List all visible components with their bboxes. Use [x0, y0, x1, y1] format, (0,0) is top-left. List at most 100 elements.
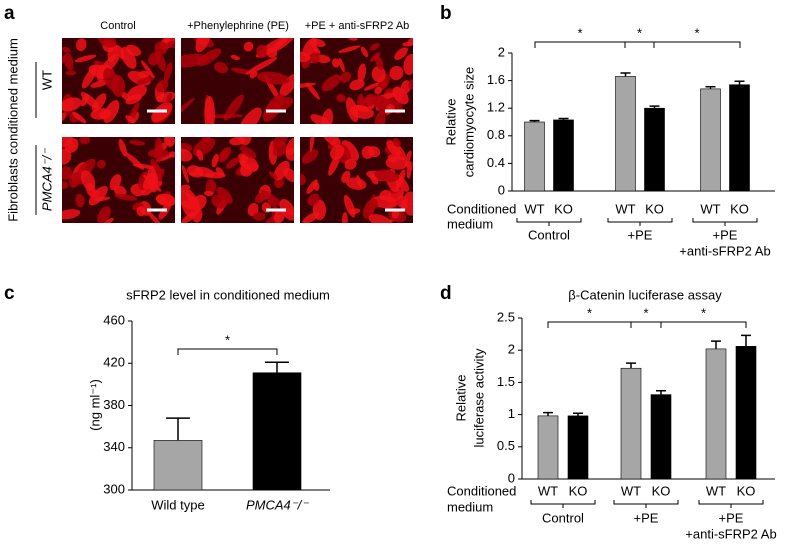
cell — [279, 73, 294, 97]
group-bracket — [692, 218, 758, 226]
cell — [300, 82, 317, 89]
bar — [153, 440, 203, 491]
series-label: WT — [538, 483, 558, 498]
y-tick-label: 1 — [508, 406, 515, 421]
cell — [81, 170, 96, 191]
cell — [374, 86, 382, 95]
y-tick-label: 0.5 — [497, 438, 515, 453]
significance-label: * — [637, 25, 642, 40]
cell — [373, 110, 386, 124]
error-bar — [573, 412, 583, 416]
y-tick-label: 300 — [103, 481, 125, 496]
cell — [331, 58, 340, 68]
cell — [273, 209, 285, 223]
cell — [400, 199, 408, 211]
cell — [357, 63, 367, 82]
significance-label: * — [587, 305, 592, 320]
cell — [62, 111, 67, 123]
group-bracket — [698, 500, 764, 508]
micrographs — [62, 38, 413, 223]
cell — [302, 212, 320, 223]
cell — [97, 206, 111, 223]
cell — [273, 160, 290, 181]
cell — [229, 137, 246, 146]
cell — [391, 209, 400, 219]
cell — [217, 146, 232, 163]
cell — [166, 40, 175, 49]
cell — [152, 163, 162, 172]
error-bar — [711, 340, 721, 349]
cell — [79, 137, 91, 145]
cell — [404, 191, 413, 205]
significance-bracket — [534, 41, 626, 48]
cell — [307, 193, 320, 206]
cell — [154, 137, 163, 163]
bar — [252, 372, 302, 491]
significance-label: * — [577, 25, 582, 40]
series-label: KO — [652, 483, 671, 498]
significance-label: * — [643, 305, 648, 320]
cell — [321, 74, 341, 92]
y-tick-label: 1.2 — [487, 100, 505, 115]
cell — [62, 97, 82, 112]
y-tick-label: 0.8 — [487, 127, 505, 142]
cell — [114, 193, 138, 201]
cell — [392, 137, 401, 147]
error-bar — [741, 334, 751, 347]
cell — [368, 214, 394, 223]
cell — [125, 93, 143, 105]
significance-label: * — [225, 332, 230, 347]
cell — [237, 153, 259, 172]
cell — [109, 174, 122, 191]
y-tick-label: 0.4 — [487, 155, 505, 170]
cell — [240, 164, 253, 177]
cell — [342, 212, 348, 223]
cell — [230, 54, 241, 61]
error-bar — [620, 72, 631, 77]
y-tick-label: 1.5 — [497, 374, 515, 389]
error-bar — [166, 417, 190, 441]
x-axis-label: Conditioned — [447, 483, 516, 498]
y-axis-label: luciferase activity — [471, 348, 486, 447]
cell — [125, 115, 136, 124]
y-axis-label: Relative — [443, 99, 458, 146]
cell — [394, 47, 408, 61]
error-bar — [734, 80, 745, 85]
cell — [62, 166, 72, 180]
cell — [245, 57, 278, 75]
cell — [341, 170, 351, 183]
cell — [191, 194, 207, 211]
x-axis-label: Conditioned — [447, 201, 516, 216]
cell — [90, 108, 112, 120]
bar — [650, 394, 672, 480]
bar — [553, 119, 574, 192]
cell — [239, 145, 257, 159]
cell — [181, 97, 195, 122]
cell — [349, 79, 365, 91]
cell — [62, 148, 72, 165]
cell — [387, 154, 398, 163]
group-bracket — [530, 500, 596, 508]
group-bracket — [516, 218, 582, 226]
cell — [338, 45, 361, 53]
cell — [260, 190, 281, 206]
bar — [620, 367, 642, 480]
y-tick-label: 460 — [103, 312, 125, 327]
cell — [309, 137, 315, 152]
cell — [156, 168, 165, 182]
micrograph — [300, 137, 413, 223]
bar — [729, 84, 750, 192]
cell — [301, 149, 319, 164]
group-bracket — [607, 218, 673, 226]
group-label: Control — [528, 227, 570, 242]
cell — [225, 157, 240, 169]
cell — [262, 94, 285, 122]
series-label: KO — [645, 201, 664, 216]
error-bar — [558, 117, 569, 120]
cell — [136, 206, 146, 217]
cell — [374, 54, 384, 70]
cell — [252, 212, 266, 221]
cell — [181, 148, 193, 162]
cell — [154, 41, 168, 55]
panel-letter: c — [4, 283, 15, 304]
